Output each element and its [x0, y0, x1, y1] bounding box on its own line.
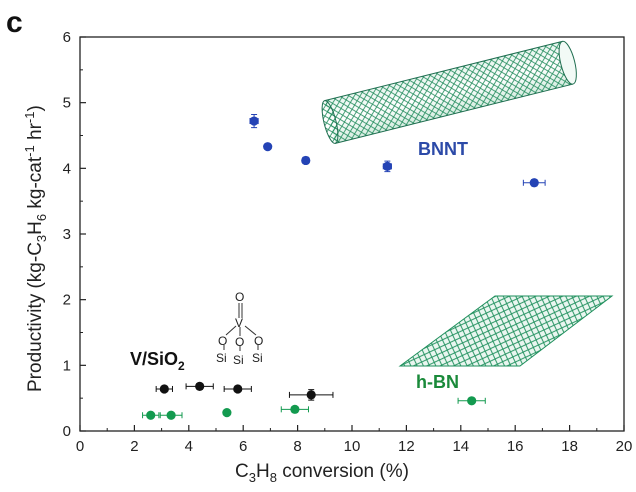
data-marker: [166, 410, 176, 420]
data-marker: [301, 155, 311, 166]
data-point: [142, 410, 160, 420]
x-tick-label: 0: [76, 438, 84, 455]
panel-label: c: [6, 6, 23, 39]
x-tick-label: 14: [452, 438, 469, 455]
data-point: [249, 113, 259, 129]
struct-si-right: Si: [252, 351, 263, 365]
x-tick-label: 18: [561, 438, 578, 455]
y-tick-label: 6: [63, 29, 71, 46]
data-point: [263, 142, 273, 152]
struct-si-mid: Si: [233, 353, 244, 367]
data-marker: [195, 381, 205, 391]
y-tick-label: 3: [63, 226, 71, 243]
x-tick-label: 8: [293, 438, 301, 455]
struct-v: V: [235, 316, 243, 330]
y-tick-label: 1: [63, 357, 71, 374]
bnnt-illustration: [321, 40, 577, 144]
x-tick-label: 10: [344, 438, 361, 455]
hbn-sheet-illustration: [398, 295, 614, 367]
data-marker: [382, 161, 392, 171]
data-point: [155, 384, 173, 394]
struct-o-top: O: [235, 290, 244, 304]
data-point: [222, 408, 232, 418]
y-tick-label: 2: [63, 292, 71, 309]
struct-o-mid: O: [235, 335, 244, 349]
data-marker: [467, 396, 477, 406]
x-tick-label: 4: [185, 438, 193, 455]
x-tick-label: 20: [616, 438, 633, 455]
struct-si-left: Si: [216, 351, 227, 365]
y-tick-label: 4: [63, 160, 71, 177]
data-marker: [306, 390, 316, 400]
x-tick-label: 12: [398, 438, 415, 455]
y-tick-label: 5: [63, 95, 71, 112]
data-marker: [159, 384, 169, 394]
data-marker: [146, 410, 156, 420]
x-tick-label: 2: [130, 438, 138, 455]
data-point: [185, 381, 214, 391]
data-point: [457, 396, 486, 406]
y-axis-title: Productivity (kg-C3H6 kg-cat-1 hr-1): [22, 105, 49, 392]
series-label-hbn: h-BN: [416, 372, 459, 392]
series-label-bnnt: BNNT: [418, 139, 468, 159]
data-point: [382, 160, 392, 173]
data-point: [301, 155, 311, 166]
data-marker: [263, 142, 273, 152]
x-tick-label: 6: [239, 438, 247, 455]
data-marker: [290, 404, 300, 414]
data-point: [280, 404, 309, 414]
data-point: [159, 410, 183, 420]
struct-o-right: O: [254, 334, 263, 348]
data-point: [288, 389, 334, 401]
y-tick-label: 0: [63, 423, 71, 440]
data-marker: [222, 408, 232, 418]
x-axis-title: C3H8 conversion (%): [235, 461, 409, 485]
data-marker: [233, 384, 243, 394]
data-point: [223, 384, 252, 394]
struct-o-left: O: [218, 334, 227, 348]
vsio2-structure: O V O O O Si Si Si: [216, 290, 263, 367]
data-point: [522, 178, 546, 188]
x-tick-label: 16: [507, 438, 524, 455]
data-marker: [249, 116, 259, 126]
series-label-vsio2: V/SiO2: [130, 349, 185, 373]
data-marker: [529, 178, 539, 188]
